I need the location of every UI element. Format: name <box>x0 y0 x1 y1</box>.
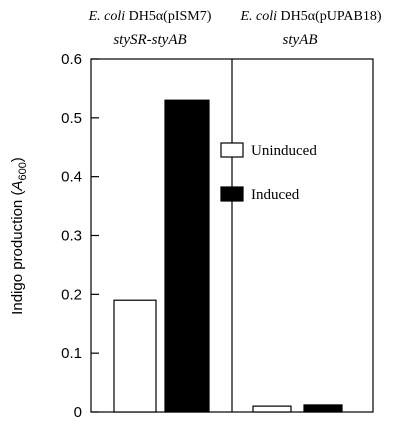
y-tick-label-1: 0.1 <box>61 345 82 362</box>
panel-1-subtitle: stySR-styAB <box>113 32 186 48</box>
y-tick-label-2: 0.2 <box>61 286 82 303</box>
panel-2-subtitle: styAB <box>283 32 318 48</box>
y-tick-label-6: 0.6 <box>61 51 82 68</box>
y-axis-label-symbol: A <box>9 181 26 192</box>
y-tick-label-4: 0.4 <box>61 169 82 186</box>
legend: Uninduced Induced <box>220 142 317 203</box>
y-axis-label-subscript: 600 <box>17 162 29 180</box>
legend-swatch-uninduced <box>220 142 244 158</box>
y-tick-label-5: 0.5 <box>61 110 82 127</box>
panel-2-title-strain: DH5α(pUPAB18) <box>277 9 382 24</box>
legend-label-induced: Induced <box>251 187 300 203</box>
panel-2-title-species: E. coli <box>240 9 278 24</box>
bar-panel1-uninduced <box>113 299 157 413</box>
panel-1-title-species: E. coli <box>88 9 126 24</box>
y-axis-label-main: Indigo production ( <box>9 191 26 315</box>
legend-label-uninduced: Uninduced <box>251 143 317 159</box>
bar-panel1-induced <box>164 99 210 413</box>
y-axis-ticks: 0 0.1 0.2 0.3 0.4 0.5 0.6 <box>61 51 99 421</box>
panel-1-title-strain: DH5α(pISM7) <box>125 9 212 24</box>
bar-panel2-induced <box>303 404 343 413</box>
panel-2-title: E. coli DH5α(pUPAB18) <box>240 9 382 24</box>
y-tick-label-0: 0 <box>74 404 82 421</box>
bars <box>113 99 343 413</box>
y-axis-label-close: ) <box>9 157 26 162</box>
y-axis-label: Indigo production (A600) <box>9 157 29 315</box>
panel-1-title: E. coli DH5α(pISM7) <box>88 9 212 24</box>
y-tick-label-3: 0.3 <box>61 228 82 245</box>
legend-swatch-induced <box>220 186 244 202</box>
bar-panel2-uninduced <box>252 405 292 413</box>
